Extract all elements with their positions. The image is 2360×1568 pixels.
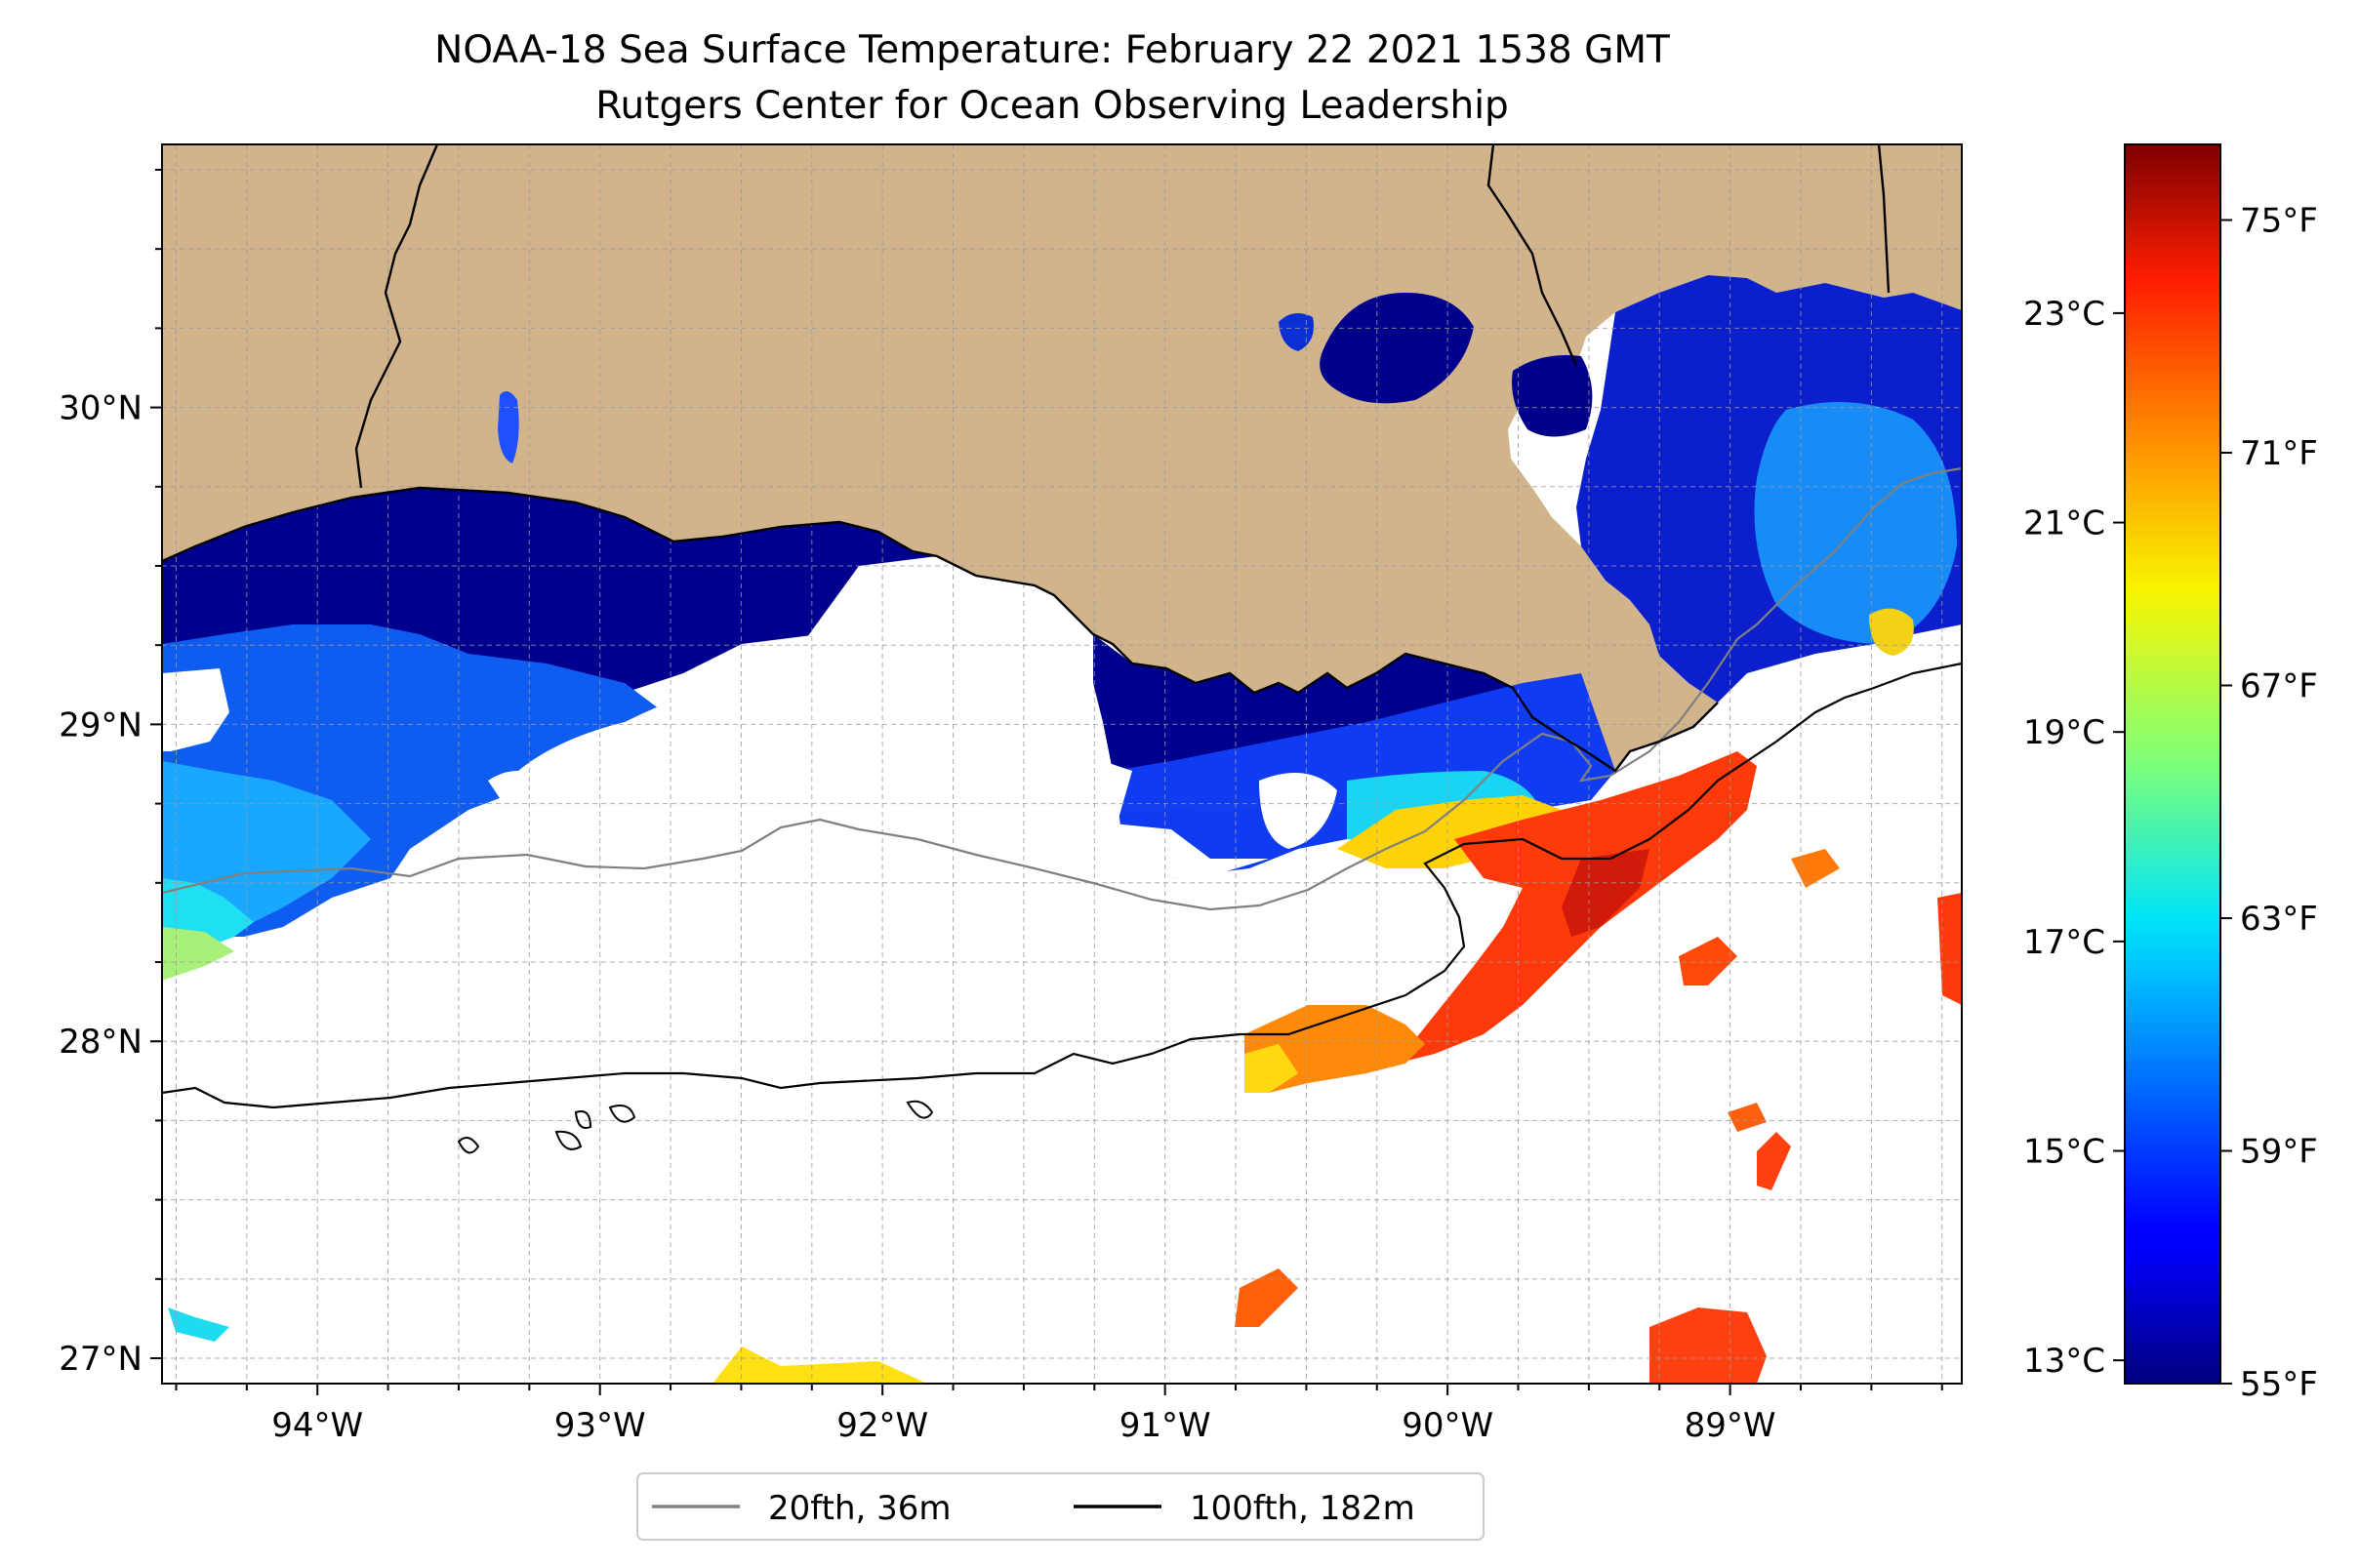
- x-tick-label: 91°W: [1119, 1406, 1211, 1445]
- legend-label-20fth: 20fth, 36m: [768, 1489, 952, 1528]
- state-border-ms-al: [1877, 144, 1891, 294]
- sst-speckle-7: [1791, 849, 1840, 888]
- colorbar-label-fahrenheit: 55°F: [2240, 1365, 2318, 1404]
- colorbar-gradient: [2124, 143, 2221, 1385]
- coastline: [162, 486, 1719, 773]
- state-border-la-tx: [354, 144, 439, 489]
- colorbar-label-celsius: 17°C: [2023, 923, 2105, 962]
- x-tick-label: 93°W: [554, 1406, 646, 1445]
- legend: 20fth, 36m 100fth, 182m: [636, 1472, 1485, 1541]
- colorbar-label-fahrenheit: 71°F: [2240, 434, 2318, 473]
- sst-speckle-8: [1728, 1103, 1767, 1132]
- sst-speckle-9: [168, 1307, 229, 1342]
- colorbar-label-fahrenheit: 67°F: [2240, 667, 2318, 706]
- map-area: [162, 144, 1962, 1384]
- y-tick-label: 29°N: [59, 705, 142, 744]
- sst-speckle-5: [712, 1347, 927, 1384]
- cloud-west: [162, 668, 229, 751]
- cloud-south-central: [1259, 773, 1337, 849]
- sst-warm-plume-yellow: [1337, 795, 1562, 868]
- gridlines: [162, 144, 1962, 1384]
- y-axis: 27°N 28°N 29°N 30°N: [59, 168, 162, 1379]
- colorbar-label-celsius: 19°C: [2023, 713, 2105, 752]
- sst-warm-spot: [1869, 608, 1914, 656]
- colorbar-label-fahrenheit: 59°F: [2240, 1133, 2318, 1172]
- lake-borgne: [1512, 355, 1593, 437]
- y-tick-label: 30°N: [59, 389, 142, 428]
- y-tick-label: 27°N: [59, 1340, 142, 1379]
- x-tick-label: 92°W: [836, 1406, 928, 1445]
- legend-label-100fth: 100fth, 182m: [1190, 1489, 1415, 1528]
- sst-warm-plume-yellow-south: [1244, 1044, 1298, 1093]
- x-tick-label: 89°W: [1685, 1406, 1776, 1445]
- isobath-100fth: [162, 662, 1962, 1109]
- state-border-la-ms: [1486, 144, 1578, 367]
- lake-small: [1279, 313, 1314, 351]
- sst-warm-plume-darkred: [1562, 849, 1649, 937]
- colorbar-label-fahrenheit: 63°F: [2240, 900, 2318, 939]
- map-title: NOAA-18 Sea Surface Temperature: Februar…: [434, 28, 1670, 72]
- land-area: [162, 144, 1962, 771]
- sst-speckle-6: [1757, 1132, 1791, 1190]
- sst-coastal-cold: [162, 488, 937, 820]
- cloud-mid: [508, 556, 1269, 878]
- lake-pontchartrain: [1320, 293, 1474, 404]
- colorbar-fahrenheit-ticks: 55°F 59°F 63°F 67°F 71°F 75°F: [2220, 202, 2318, 1404]
- x-axis: 94°W 93°W 92°W 91°W 90°W 89°W: [175, 1384, 1943, 1445]
- map-subtitle: Rutgers Center for Ocean Observing Leade…: [595, 84, 1509, 128]
- sst-speckle-3: [1235, 1268, 1298, 1327]
- lake-calcasieu: [498, 391, 519, 463]
- isobath-20fth: [162, 466, 1962, 911]
- legend-box: [636, 1472, 1485, 1541]
- colorbar-label-celsius: 15°C: [2023, 1133, 2105, 1172]
- sst-west-warm-edge: [162, 927, 234, 981]
- sst-speckle-4: [1649, 1307, 1767, 1384]
- colorbar-label-celsius: 21°C: [2023, 504, 2105, 543]
- isobath-100fth-islands: [457, 1100, 934, 1154]
- y-tick-label: 28°N: [59, 1023, 142, 1062]
- sst-speckle-2: [1937, 893, 1962, 1005]
- colorbar-label-celsius: 23°C: [2023, 295, 2105, 334]
- colorbar-label-fahrenheit: 75°F: [2240, 202, 2318, 241]
- colorbar: 13°C 15°C 17°C 19°C 21°C 23°C 55°F 59°F 63°F 67°…: [2023, 143, 2318, 1404]
- sst-delta-mixed: [1754, 402, 1957, 644]
- colorbar-celsius-ticks: 13°C 15°C 17°C 19°C 21°C 23°C: [2023, 295, 2125, 1381]
- x-tick-label: 90°W: [1402, 1406, 1493, 1445]
- sst-speckle-1: [1679, 937, 1737, 985]
- map-frame: [161, 143, 1963, 1385]
- cloud-mid-blob: [488, 771, 547, 810]
- x-tick-label: 94°W: [271, 1406, 363, 1445]
- colorbar-label-celsius: 13°C: [2023, 1342, 2105, 1381]
